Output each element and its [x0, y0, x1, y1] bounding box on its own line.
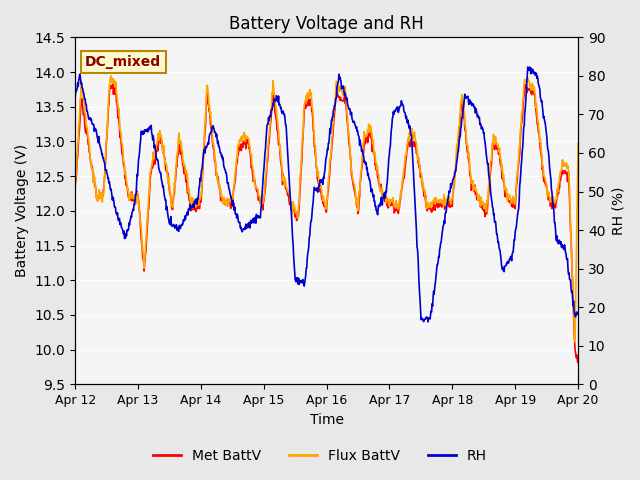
RH	[464, 93, 472, 99]
Flux BattV	[464, 143, 472, 149]
RH	[417, 307, 424, 312]
Y-axis label: RH (%): RH (%)	[611, 187, 625, 235]
Flux BattV	[574, 141, 582, 146]
Title: Battery Voltage and RH: Battery Voltage and RH	[229, 15, 424, 33]
Line: RH: RH	[75, 67, 578, 322]
Line: Met BattV: Met BattV	[75, 83, 578, 362]
Line: Flux BattV: Flux BattV	[75, 76, 578, 342]
RH	[275, 93, 282, 99]
RH	[123, 233, 131, 239]
X-axis label: Time: Time	[310, 413, 344, 427]
RH	[424, 319, 432, 325]
Flux BattV	[71, 183, 79, 189]
Met BattV	[464, 151, 472, 156]
RH	[526, 64, 534, 70]
Met BattV	[417, 171, 425, 177]
RH	[293, 275, 301, 280]
Met BattV	[473, 197, 481, 203]
Met BattV	[275, 141, 283, 146]
Flux BattV	[417, 170, 425, 176]
RH	[574, 310, 582, 315]
Met BattV	[573, 360, 581, 365]
Met BattV	[123, 182, 131, 188]
RH	[71, 95, 79, 100]
Flux BattV	[293, 213, 301, 219]
Flux BattV	[123, 181, 131, 187]
Flux BattV	[473, 189, 481, 195]
Flux BattV	[572, 339, 579, 345]
Flux BattV	[107, 73, 115, 79]
Met BattV	[574, 359, 582, 365]
Met BattV	[293, 212, 301, 217]
Met BattV	[109, 80, 116, 85]
Y-axis label: Battery Voltage (V): Battery Voltage (V)	[15, 144, 29, 277]
Legend: Met BattV, Flux BattV, RH: Met BattV, Flux BattV, RH	[148, 443, 492, 468]
RH	[473, 110, 481, 116]
Flux BattV	[275, 137, 283, 143]
Met BattV	[71, 183, 79, 189]
Text: DC_mixed: DC_mixed	[85, 55, 161, 69]
